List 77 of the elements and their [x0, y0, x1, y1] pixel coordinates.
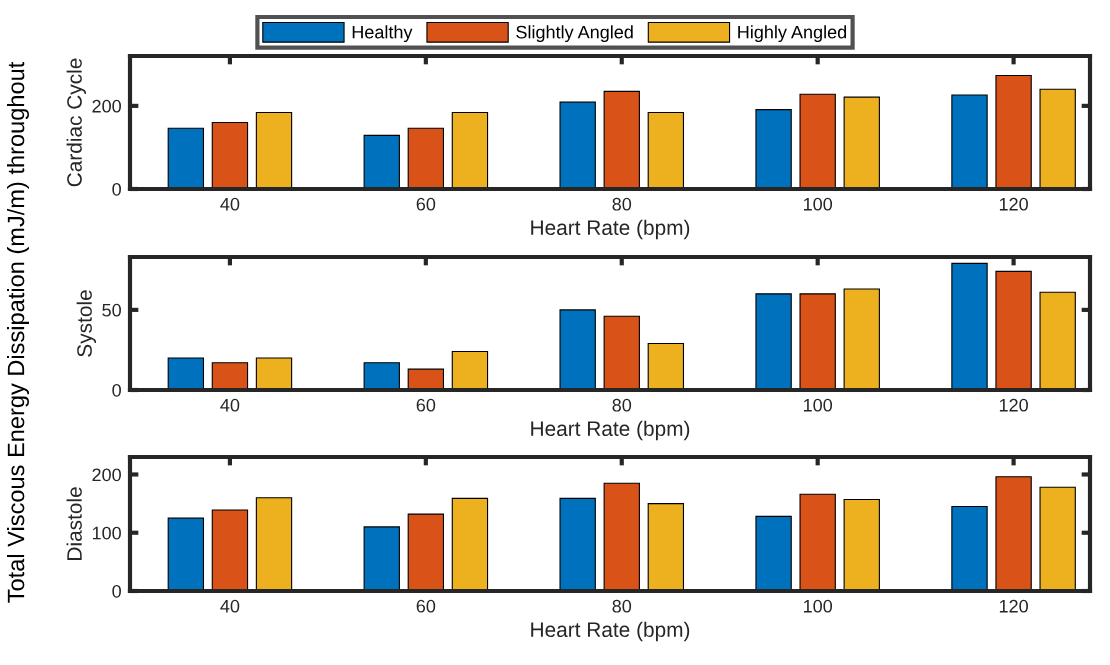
bar — [647, 342, 685, 390]
bar — [211, 362, 249, 390]
bar — [559, 309, 596, 390]
bar — [799, 493, 836, 591]
y-tick-label: 0 — [112, 182, 121, 196]
bar — [603, 482, 640, 591]
x-tick-label: 40 — [220, 599, 240, 613]
x-tick-label: 100 — [803, 599, 833, 613]
bar — [755, 515, 792, 591]
bar — [647, 503, 685, 591]
y-tick-label: 0 — [112, 383, 121, 397]
bar — [363, 134, 400, 189]
bar — [559, 101, 596, 189]
bar — [843, 498, 880, 591]
bar — [255, 497, 293, 591]
x-tick-label: 60 — [416, 398, 436, 412]
y-axis-title: Systole — [76, 290, 97, 357]
bar — [451, 111, 489, 189]
legend-label: Highly Angled — [738, 25, 847, 43]
bar — [167, 357, 205, 390]
legend-label: Slightly Angled — [516, 25, 633, 43]
bar — [799, 93, 836, 189]
bar — [363, 362, 400, 390]
y-axis-title: Diastole — [66, 487, 82, 560]
x-tick-label: 100 — [803, 398, 833, 412]
bar — [1039, 291, 1076, 390]
y-tick-label: 100 — [92, 526, 121, 540]
bar — [167, 517, 205, 591]
x-tick-label: 40 — [220, 398, 240, 412]
y-tick-label: 50 — [102, 303, 121, 317]
bar — [363, 526, 400, 591]
x-tick-label: 100 — [803, 197, 833, 211]
bar — [1039, 88, 1076, 189]
x-tick-label: 60 — [416, 599, 436, 613]
bar — [951, 94, 988, 189]
x-tick-label: 80 — [612, 599, 632, 613]
bar — [951, 505, 988, 591]
x-axis-title: Heart Rate (bpm) — [531, 621, 690, 642]
bar — [647, 111, 685, 189]
bar — [755, 293, 792, 390]
bar — [799, 293, 836, 390]
bar — [451, 350, 489, 390]
x-tick-label: 120 — [999, 197, 1028, 211]
bar — [951, 262, 988, 390]
bar — [755, 109, 792, 189]
bar — [407, 513, 445, 591]
bar — [255, 111, 293, 189]
y-axis-title: Cardiac Cycle — [66, 58, 86, 187]
y-tick-label: 200 — [92, 99, 121, 113]
bar — [603, 90, 640, 189]
bar — [167, 127, 205, 189]
bar — [843, 288, 880, 390]
y-tick-label: 200 — [92, 468, 121, 482]
x-axis-title: Heart Rate (bpm) — [531, 420, 690, 441]
bar — [255, 357, 293, 390]
x-tick-label: 120 — [999, 398, 1028, 412]
bar — [451, 497, 489, 591]
bar — [407, 127, 445, 189]
bar — [843, 96, 880, 189]
x-tick-label: 40 — [220, 197, 240, 211]
bar — [603, 315, 640, 390]
y-tick-label: 0 — [112, 584, 121, 598]
text: Total Viscous Energy Dissipation (mJ/m) throughout — [7, 61, 29, 603]
bar — [995, 270, 1032, 390]
legend-label: Healthy — [352, 25, 413, 43]
x-tick-label: 60 — [416, 197, 436, 211]
bar — [995, 476, 1032, 591]
x-tick-label: 80 — [612, 398, 632, 412]
x-tick-label: 120 — [999, 599, 1028, 613]
x-tick-label: 80 — [612, 197, 632, 211]
bar — [211, 121, 249, 189]
bar — [995, 74, 1032, 189]
bar — [211, 509, 249, 591]
bar — [407, 368, 445, 390]
x-axis-title: Heart Rate (bpm) — [531, 219, 690, 240]
bar — [559, 497, 596, 591]
bar — [1039, 486, 1076, 591]
